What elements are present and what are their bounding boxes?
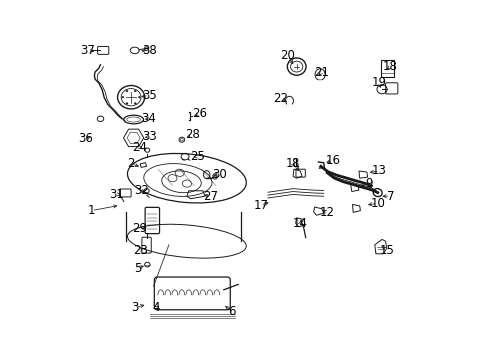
Text: 34: 34: [142, 112, 156, 125]
Text: 23: 23: [132, 244, 147, 257]
Text: 7: 7: [386, 190, 393, 203]
Text: 3: 3: [131, 301, 138, 314]
Ellipse shape: [138, 96, 140, 98]
Text: 31: 31: [109, 188, 124, 201]
Text: 4: 4: [152, 301, 160, 314]
Text: 26: 26: [192, 107, 206, 120]
Ellipse shape: [122, 96, 123, 98]
Text: 35: 35: [142, 89, 156, 102]
Text: 5: 5: [134, 262, 142, 275]
Text: 12: 12: [319, 206, 334, 219]
Text: 32: 32: [134, 184, 149, 197]
Text: 1: 1: [87, 204, 95, 217]
Text: 38: 38: [142, 44, 156, 57]
Text: 37: 37: [81, 44, 95, 57]
Text: 21: 21: [314, 66, 329, 78]
Text: 2: 2: [127, 157, 135, 170]
Text: 10: 10: [369, 197, 385, 210]
Text: 29: 29: [132, 222, 147, 235]
Text: 15: 15: [379, 244, 393, 257]
Text: 36: 36: [79, 132, 93, 145]
Text: 22: 22: [272, 93, 287, 105]
Text: 18: 18: [382, 60, 397, 73]
Text: 27: 27: [203, 190, 217, 203]
Bar: [380, 60, 393, 77]
Ellipse shape: [134, 103, 136, 104]
Text: 28: 28: [184, 129, 199, 141]
Text: 19: 19: [371, 76, 386, 89]
Text: 17: 17: [253, 199, 267, 212]
Text: 30: 30: [211, 168, 226, 181]
Text: 9: 9: [364, 177, 372, 190]
Text: 8: 8: [291, 157, 298, 170]
Text: 33: 33: [142, 130, 156, 143]
Text: 16: 16: [325, 154, 340, 167]
Text: 13: 13: [371, 165, 386, 177]
Text: 24: 24: [132, 141, 147, 154]
Text: 11: 11: [285, 157, 300, 170]
Ellipse shape: [125, 103, 128, 104]
Ellipse shape: [134, 90, 136, 92]
Text: 25: 25: [190, 150, 205, 163]
Ellipse shape: [125, 90, 128, 92]
Text: 14: 14: [292, 217, 307, 230]
Text: 6: 6: [228, 305, 235, 318]
Text: 20: 20: [280, 49, 295, 62]
